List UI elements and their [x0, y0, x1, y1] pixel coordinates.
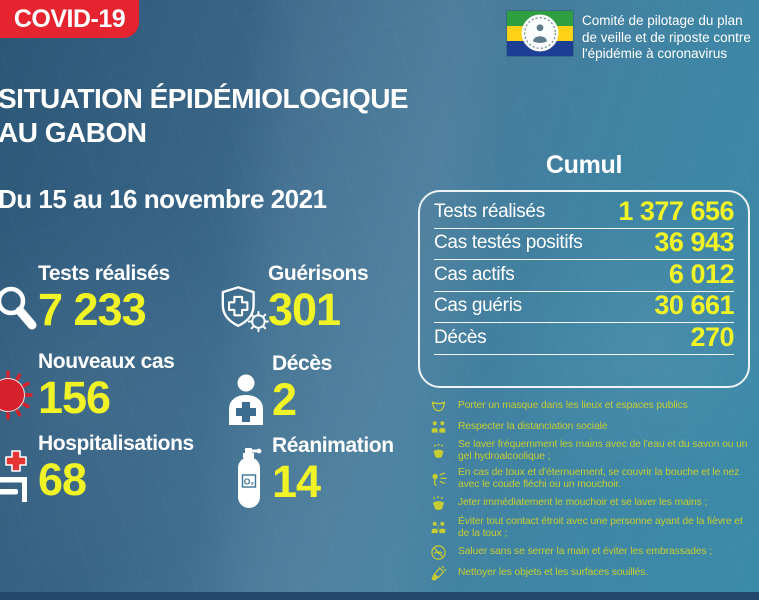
guideline-item: Respecter la distanciation sociale — [430, 418, 754, 436]
gabon-seal-icon — [521, 14, 559, 52]
virus-icon — [0, 367, 36, 423]
cumulative-row: Décès 270 — [434, 321, 734, 355]
guideline-item: Saluer sans se serrer la main et éviter … — [430, 543, 754, 561]
stat-nouveaux-cas: Nouveaux cas 156 — [0, 350, 175, 423]
cumulative-title: Cumul — [545, 151, 623, 179]
guideline-text: Se laver fréquemment les mains avec de l… — [458, 439, 748, 463]
avoid-contact-icon — [430, 520, 447, 537]
guideline-text: Porter un masque dans les lieux et espac… — [458, 399, 688, 411]
row-value: 270 — [690, 321, 734, 352]
stat-deces: Décès 2 — [229, 352, 332, 425]
clean-surfaces-icon — [430, 565, 447, 582]
guidelines-list: Porter un masque dans les lieux et espac… — [430, 397, 754, 585]
cumulative-row: Cas actifs 6 012 — [434, 258, 735, 292]
hand-wash-icon — [430, 443, 447, 460]
bottom-bar — [0, 592, 759, 600]
committee-line-3: l'épidémie à coronavirus — [582, 46, 728, 61]
row-value: 1 377 656 — [618, 195, 734, 226]
cumulative-panel: Tests réalisés 1 377 656 Cas testés posi… — [418, 190, 750, 388]
person-cross-icon — [224, 373, 268, 425]
row-label: Cas actifs — [434, 263, 515, 285]
svg-text:O₂: O₂ — [244, 477, 255, 487]
guideline-item: Se laver fréquemment les mains avec de l… — [430, 439, 754, 464]
stat-guerisons: Guérisons 301 — [221, 262, 369, 335]
row-value: 6 012 — [668, 258, 735, 289]
stat-value: 7 233 — [38, 284, 147, 335]
row-label: Cas guéris — [434, 295, 522, 317]
guideline-text: En cas de toux et d'éternuement, se couv… — [458, 466, 740, 491]
cumulative-row: Cas testés positifs 36 943 — [434, 227, 734, 261]
stat-value: 156 — [38, 372, 111, 423]
oxygen-tank-icon: O₂ — [232, 447, 266, 509]
gabon-flag — [507, 11, 573, 56]
cumulative-row: Cas guéris 30 661 — [434, 290, 734, 324]
row-value: 30 661 — [654, 290, 734, 321]
stat-tests-realises: Tests réalisés 7 233 — [0, 262, 170, 335]
row-value: 36 943 — [654, 227, 734, 258]
social-distance-icon — [430, 419, 447, 436]
stat-label: Réanimation — [272, 434, 394, 457]
stat-label: Hospitalisations — [38, 432, 194, 455]
tissue-hands-icon — [430, 495, 447, 512]
stat-label: Guérisons — [268, 262, 369, 285]
stat-label: Nouveaux cas — [38, 350, 175, 373]
row-label: Cas testés positifs — [434, 232, 583, 254]
report-period: Du 15 au 16 novembre 2021 — [0, 184, 327, 214]
stat-value: 14 — [272, 456, 321, 507]
no-handshake-icon — [430, 544, 447, 561]
mask-icon — [430, 398, 447, 415]
row-label: Décès — [434, 326, 487, 348]
hospital-bed-icon — [0, 449, 34, 503]
stat-value: 301 — [268, 284, 341, 335]
committee-line-2: de veille et de riposte contre — [582, 29, 751, 45]
title-line-1: SITUATION ÉPIDÉMIOLOGIQUE — [0, 83, 409, 114]
stat-value: 2 — [272, 374, 297, 425]
title-line-2: AU GABON — [0, 117, 147, 148]
guideline-text: Nettoyer les objets et les surfaces soui… — [458, 567, 649, 579]
shield-cross-virus-icon — [218, 282, 270, 336]
guideline-item: Éviter tout contact étroit avec une pers… — [430, 516, 754, 541]
guideline-item: Porter un masque dans les lieux et espac… — [430, 397, 754, 415]
covid19-banner: COVID-19 — [0, 0, 139, 38]
committee-text: Comité de pilotage du plan de veille et … — [582, 11, 751, 63]
stat-label: Décès — [272, 352, 332, 375]
row-label: Tests réalisés — [434, 200, 545, 222]
guideline-text: Saluer sans se serrer la main et éviter … — [458, 546, 713, 558]
stat-label: Tests réalisés — [38, 262, 170, 285]
guideline-text: Respecter la distanciation sociale — [458, 420, 608, 432]
guideline-item: Jeter immédiatement le mouchoir et se la… — [430, 495, 754, 513]
guideline-item: En cas de toux et d'éternuement, se couv… — [430, 467, 754, 492]
stat-reanimation: O₂ Réanimation 14 — [238, 434, 394, 508]
covid19-banner-label: COVID-19 — [13, 5, 126, 33]
committee-brand: Comité de pilotage du plan de veille et … — [507, 11, 751, 63]
stat-value: 68 — [38, 454, 87, 505]
guideline-text: Éviter tout contact étroit avec une pers… — [458, 515, 743, 540]
sneeze-elbow-icon — [430, 471, 447, 488]
stat-hospitalisations: Hospitalisations 68 — [0, 432, 194, 505]
page-title: SITUATION ÉPIDÉMIOLOGIQUE AU GABON — [0, 82, 409, 150]
cumulative-row: Tests réalisés 1 377 656 — [434, 195, 734, 229]
magnifier-icon — [0, 285, 42, 335]
guideline-text: Jeter immédiatement le mouchoir et se la… — [458, 497, 708, 509]
committee-line-1: Comité de pilotage du plan — [582, 13, 743, 28]
guideline-item: Nettoyer les objets et les surfaces soui… — [430, 564, 754, 582]
